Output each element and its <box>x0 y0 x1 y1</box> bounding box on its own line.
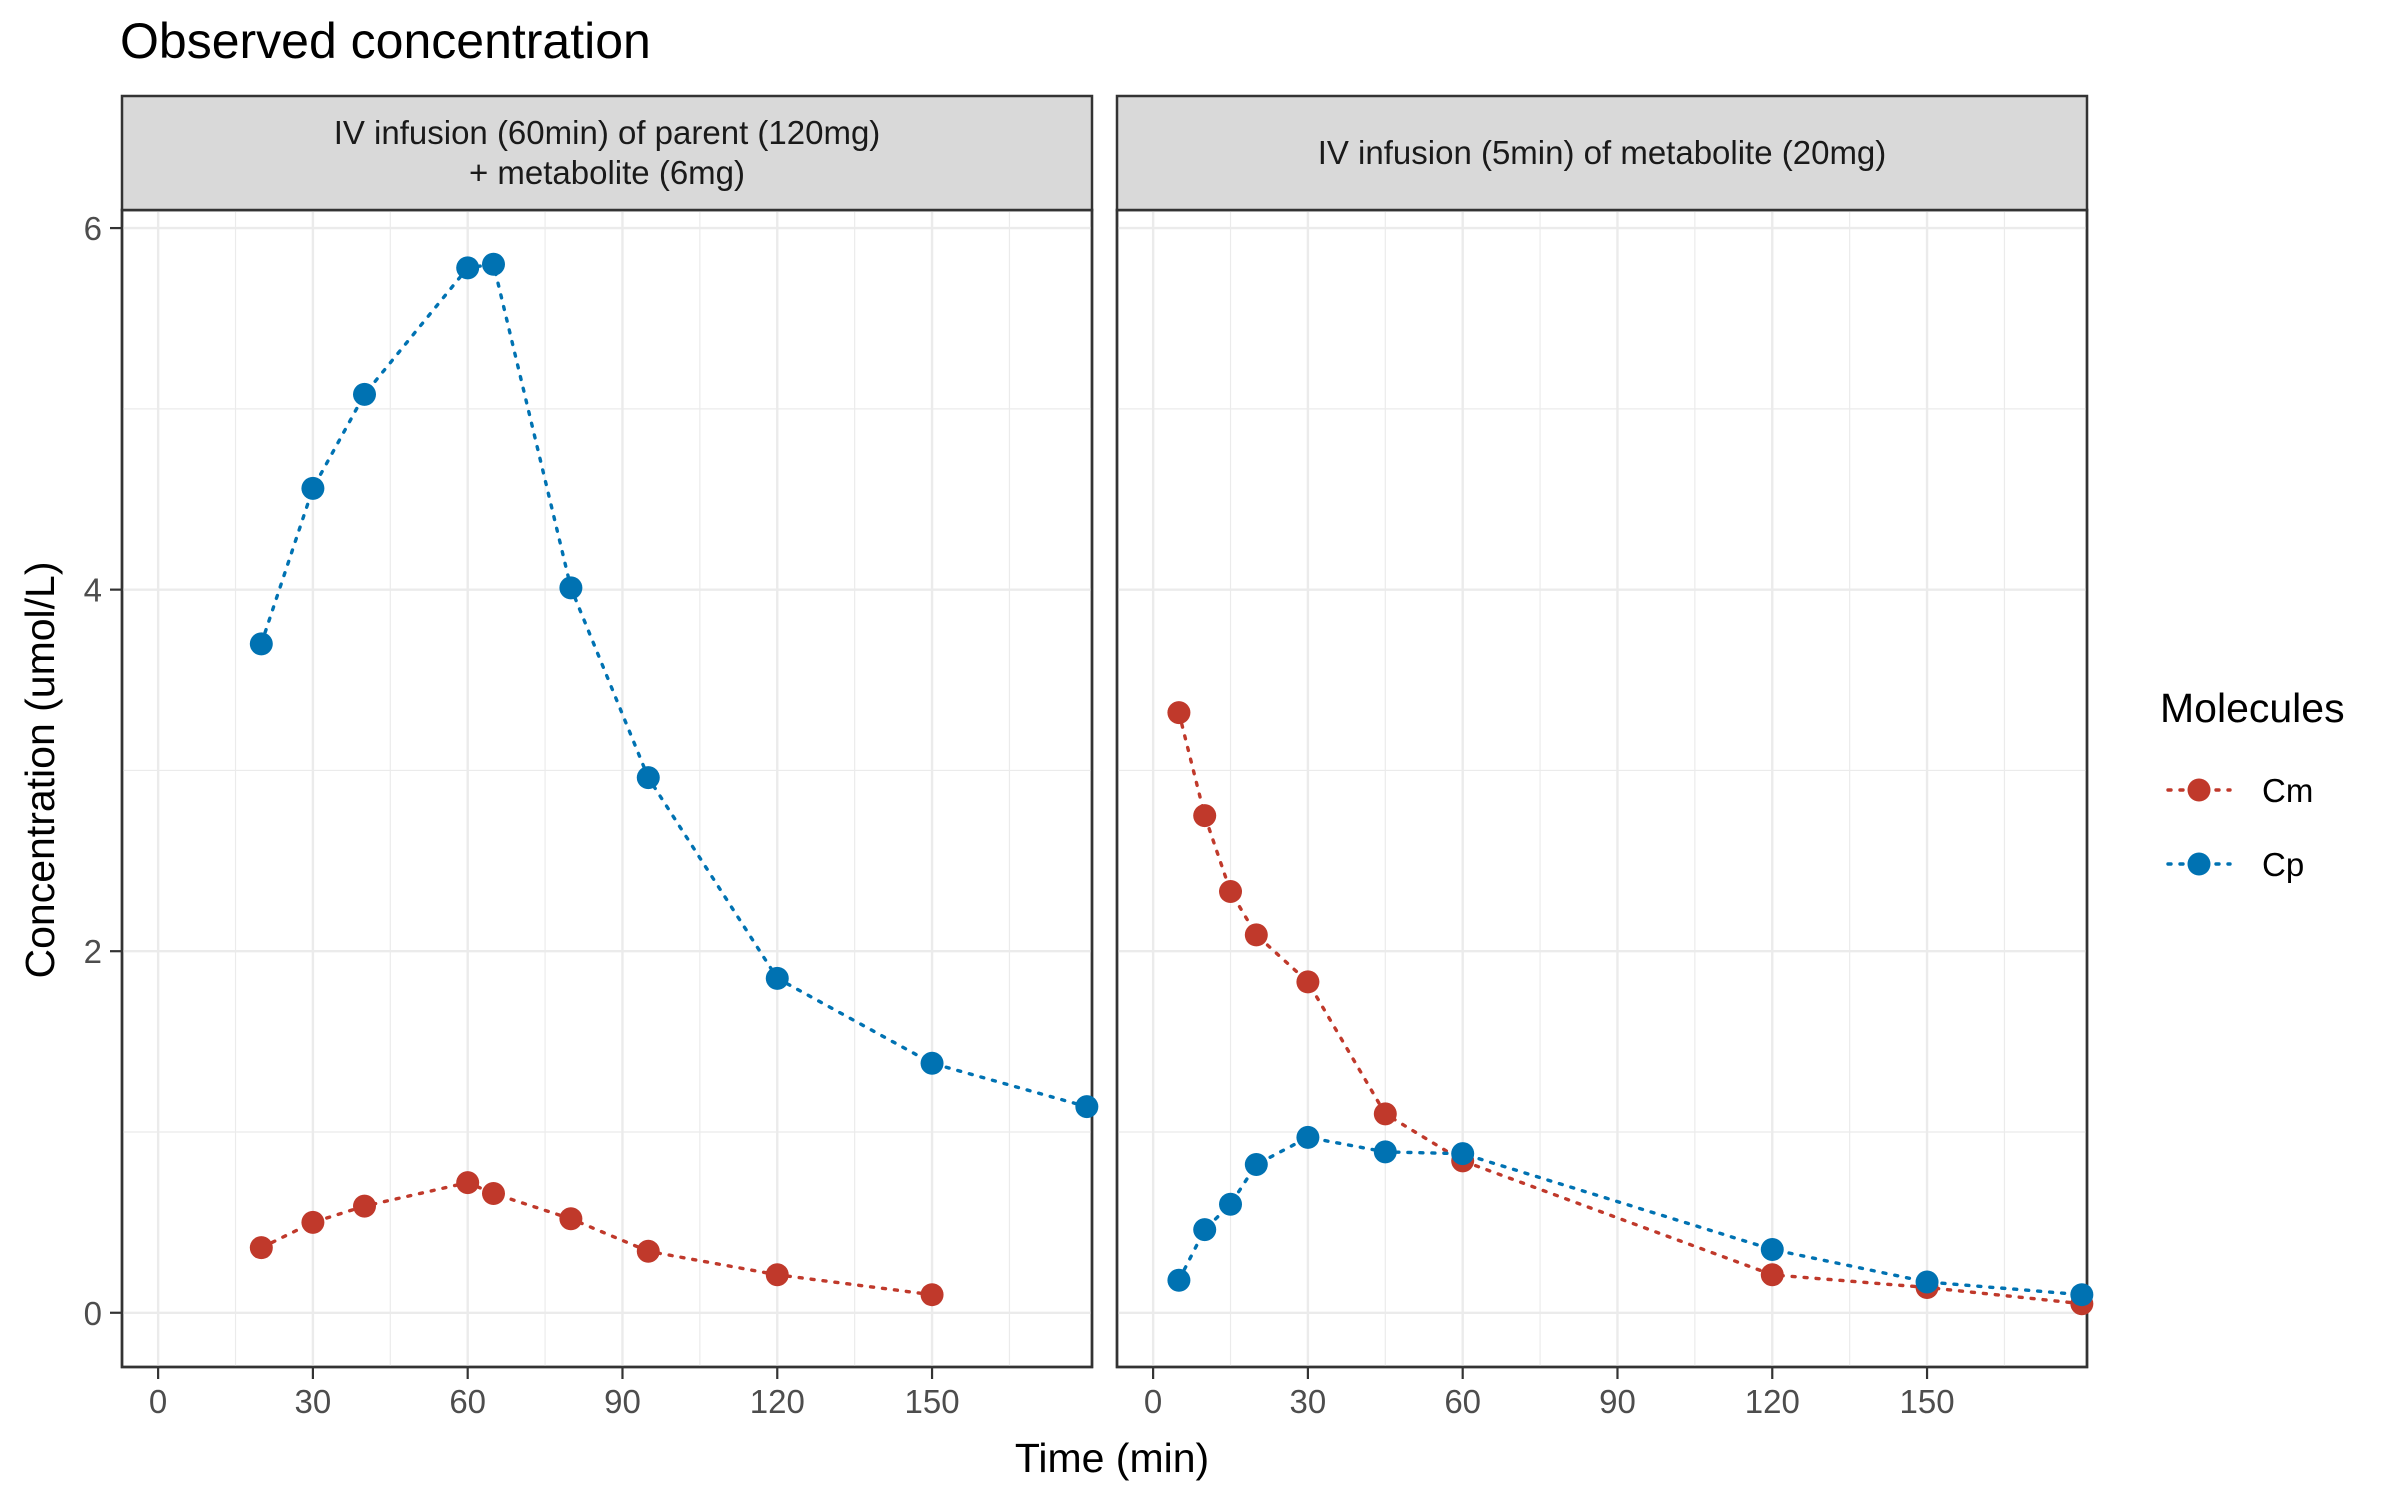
data-point-Cp <box>559 576 583 600</box>
data-point-Cp <box>1244 1153 1268 1177</box>
x-tick-label: 150 <box>905 1383 960 1420</box>
data-point-Cp <box>353 382 376 406</box>
series-Cm <box>249 1171 944 1307</box>
x-tick-label: 60 <box>449 1383 486 1420</box>
data-point-Cp <box>1373 1140 1397 1164</box>
data-point-Cm <box>765 1263 789 1287</box>
x-tick-label: 30 <box>295 1383 332 1420</box>
x-tick-label: 150 <box>1900 1383 1955 1420</box>
data-point-Cm <box>559 1207 583 1231</box>
data-point-Cp <box>481 252 505 276</box>
data-point-Cm <box>353 1194 376 1218</box>
x-tick-label: 120 <box>750 1383 805 1420</box>
legend-title: Molecules <box>2160 685 2345 731</box>
y-tick-label: 2 <box>84 933 102 970</box>
x-tick-label: 0 <box>149 1383 167 1420</box>
data-point-Cp <box>1167 1268 1191 1292</box>
x-tick-label: 30 <box>1290 1383 1327 1420</box>
facet-strip <box>120 94 1094 212</box>
data-point-Cp <box>636 766 660 790</box>
data-point-Cm <box>636 1239 660 1263</box>
series-Cp <box>249 252 1099 1119</box>
series-line-Cp <box>259 262 1089 1109</box>
data-point-Cp <box>301 476 325 500</box>
data-point-Cm <box>1193 804 1217 828</box>
data-point-Cm <box>481 1181 505 1205</box>
y-tick-label: 6 <box>84 210 102 247</box>
chart-title: Observed concentration <box>120 13 651 69</box>
facet-strip-label: + metabolite (6mg) <box>469 154 745 191</box>
data-point-Cp <box>1760 1237 1784 1261</box>
legend-label: Cp <box>2262 846 2304 883</box>
x-axis-title: Time (min) <box>1015 1435 1209 1481</box>
panel-2: IV infusion (5min) of metabolite (20mg) 0… <box>1115 94 2094 1420</box>
y-tick-label: 0 <box>84 1295 102 1332</box>
panel-background <box>120 208 1094 1369</box>
facet-strip-label: IV infusion (5min) of metabolite (20mg) <box>1318 134 1887 171</box>
data-point-Cm <box>1373 1102 1397 1126</box>
y-tick-label: 4 <box>84 572 102 609</box>
data-point-Cp <box>2070 1283 2094 1307</box>
legend-entries: Cm Cp <box>2166 772 2313 883</box>
x-tick-label: 0 <box>1144 1383 1162 1420</box>
x-tick-label: 60 <box>1444 1383 1481 1420</box>
data-point-Cm <box>301 1210 325 1234</box>
series-line-Cm <box>259 1180 934 1297</box>
series-line-Cm <box>1177 710 2084 1306</box>
data-point-Cm <box>1296 970 1320 994</box>
data-point-Cp <box>765 966 789 990</box>
series-line-Cp <box>1177 1135 2084 1297</box>
x-tick-label: 90 <box>604 1383 641 1420</box>
legend: Molecules Cm Cp <box>2160 685 2345 883</box>
panels-layer: IV infusion (60min) of parent (120mg)+ m… <box>84 94 2094 1420</box>
data-point-Cm <box>1760 1263 1784 1287</box>
legend-key-point <box>2187 852 2211 876</box>
series-Cp <box>1167 1125 2094 1307</box>
data-point-Cp <box>1296 1125 1320 1149</box>
data-point-Cm <box>1244 923 1268 947</box>
panel-1: IV infusion (60min) of parent (120mg)+ m… <box>84 94 1099 1420</box>
legend-entry-Cm: Cm <box>2166 772 2313 809</box>
legend-key-point <box>2187 778 2211 802</box>
x-tick-label: 120 <box>1745 1383 1800 1420</box>
data-point-Cp <box>1451 1142 1475 1166</box>
facet-strip <box>1115 94 2089 212</box>
data-point-Cp <box>1219 1192 1243 1216</box>
data-point-Cp <box>920 1051 944 1075</box>
x-tick-label: 90 <box>1599 1383 1636 1420</box>
data-point-Cp <box>456 256 480 280</box>
data-point-Cp <box>1075 1095 1099 1119</box>
legend-entry-Cp: Cp <box>2166 846 2304 883</box>
data-point-Cp <box>1915 1270 1939 1294</box>
legend-label: Cm <box>2262 772 2313 809</box>
data-point-Cp <box>1193 1218 1217 1242</box>
data-point-Cm <box>1219 880 1243 904</box>
data-point-Cm <box>249 1236 273 1260</box>
data-point-Cp <box>249 632 273 656</box>
data-point-Cm <box>456 1171 480 1195</box>
facet-strip-label: IV infusion (60min) of parent (120mg) <box>334 114 881 151</box>
data-point-Cm <box>1167 701 1191 725</box>
panel-background <box>1115 208 2089 1369</box>
data-point-Cm <box>920 1283 944 1307</box>
y-axis-title: Concentration (umol/L) <box>17 561 63 978</box>
